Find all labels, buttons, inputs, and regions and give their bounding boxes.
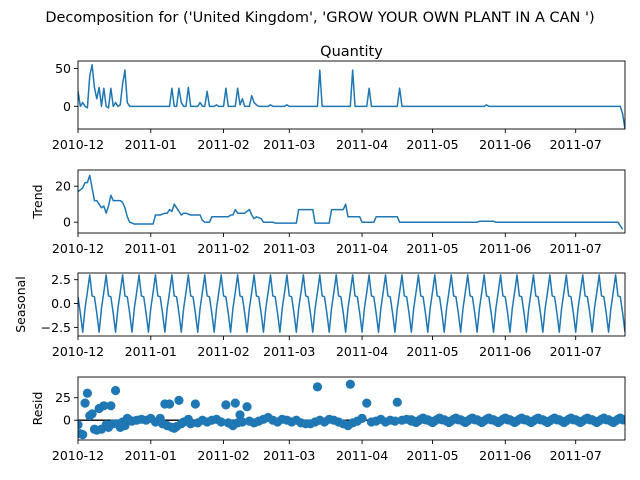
x-tick-label: 2011-02 <box>197 137 249 152</box>
y-tick-label: 2.5 <box>51 272 71 287</box>
y-axis-label: Seasonal <box>13 276 28 333</box>
x-tick-label: 2011-03 <box>263 241 315 256</box>
resid-point <box>186 419 196 429</box>
x-tick-label: 2011-05 <box>406 241 458 256</box>
x-tick-label: 2011-02 <box>197 448 249 463</box>
x-tick-label: 2011-06 <box>479 241 531 256</box>
y-tick-label: 25 <box>55 390 71 405</box>
plot-area <box>78 174 624 230</box>
x-tick-label: 2010-12 <box>52 137 104 152</box>
seasonal-line <box>78 274 625 333</box>
resid-point <box>390 416 400 426</box>
resid-point <box>237 417 247 427</box>
series-line <box>78 64 625 129</box>
x-tick-label: 2011-05 <box>406 448 458 463</box>
x-tick-label: 2011-06 <box>479 448 531 463</box>
x-tick-label: 2011-01 <box>125 344 177 359</box>
x-tick-label: 2011-02 <box>197 344 249 359</box>
resid-point <box>362 398 372 408</box>
subplot-3: 2.5 0.0 −2.5 2010-12 2011-01 2011-02 2011-03 20… <box>13 272 626 359</box>
x-tick-label: 2011-04 <box>336 137 388 152</box>
resid-point <box>230 398 240 408</box>
y-tick-label: 0.0 <box>51 296 71 311</box>
y-tick-label: 20 <box>55 179 71 194</box>
plot-area <box>78 64 625 129</box>
y-tick-label: 0 <box>63 413 71 428</box>
resid-point <box>235 410 245 420</box>
resid-point <box>80 398 90 408</box>
x-tick-label: 2011-06 <box>479 137 531 152</box>
x-tick-label: 2011-05 <box>406 344 458 359</box>
x-tick-label: 2011-04 <box>336 344 388 359</box>
resid-point <box>620 415 625 425</box>
resid-point <box>242 402 252 412</box>
y-tick-label: 50 <box>55 61 71 76</box>
x-tick-label: 2011-03 <box>263 137 315 152</box>
x-tick-label: 2011-03 <box>263 448 315 463</box>
plot-area <box>78 274 625 333</box>
resid-point <box>78 430 88 440</box>
x-tick-label: 2011-07 <box>550 241 602 256</box>
x-tick-label: 2010-12 <box>52 344 104 359</box>
x-tick-label: 2011-07 <box>550 344 602 359</box>
x-tick-label: 2011-06 <box>479 344 531 359</box>
resid-point <box>110 385 121 396</box>
y-tick-label: 0 <box>63 99 71 114</box>
resid-point <box>312 382 323 392</box>
x-tick-label: 2011-01 <box>125 448 177 463</box>
resid-point <box>216 417 226 427</box>
resid-point <box>221 400 231 410</box>
x-tick-label: 2011-04 <box>336 241 388 256</box>
subplot-1: 50 0 2010-12 2011-01 2011-02 2011-03 2011-04 20… <box>52 44 626 152</box>
resid-point <box>357 413 367 423</box>
subplot-4: 25 0 2010-12 2011-01 2011-02 2011-03 2011-04 20… <box>30 376 626 463</box>
axes-frame <box>77 272 626 337</box>
y-axis-label: Trend <box>30 184 45 219</box>
subplot-title: Quantity <box>320 44 383 60</box>
resid-point <box>190 399 200 409</box>
axes-frame <box>77 60 626 130</box>
resid-point <box>345 379 355 389</box>
resid-point <box>174 395 184 405</box>
y-tick-label: 0 <box>63 215 71 230</box>
subplot-2: 20 0 2010-12 2011-01 2011-02 2011-03 2011-04 20… <box>30 169 626 256</box>
x-tick-label: 2011-07 <box>550 137 602 152</box>
plot-area <box>78 379 625 440</box>
resid-point <box>87 409 97 419</box>
x-tick-label: 2011-04 <box>336 448 388 463</box>
x-tick-label: 2011-03 <box>263 344 315 359</box>
axes-frame <box>77 376 626 441</box>
resid-point <box>78 420 83 430</box>
x-tick-label: 2010-12 <box>52 448 104 463</box>
x-tick-label: 2011-07 <box>550 448 602 463</box>
resid-point <box>82 388 92 398</box>
x-tick-label: 2010-12 <box>52 241 104 256</box>
axes-frame <box>77 169 626 234</box>
resid-point <box>392 397 402 407</box>
resid-point <box>99 401 109 411</box>
x-tick-label: 2011-01 <box>125 241 177 256</box>
y-axis-label: Resid <box>30 392 45 426</box>
resid-point <box>164 399 175 409</box>
resid-point <box>106 401 116 411</box>
x-tick-label: 2011-05 <box>406 137 458 152</box>
x-tick-label: 2011-02 <box>197 241 249 256</box>
y-tick-label: −2.5 <box>41 320 71 335</box>
series-line <box>78 174 624 230</box>
x-tick-label: 2011-01 <box>125 137 177 152</box>
figure-suptitle: Decomposition for ('United Kingdom', 'GR… <box>45 10 594 26</box>
